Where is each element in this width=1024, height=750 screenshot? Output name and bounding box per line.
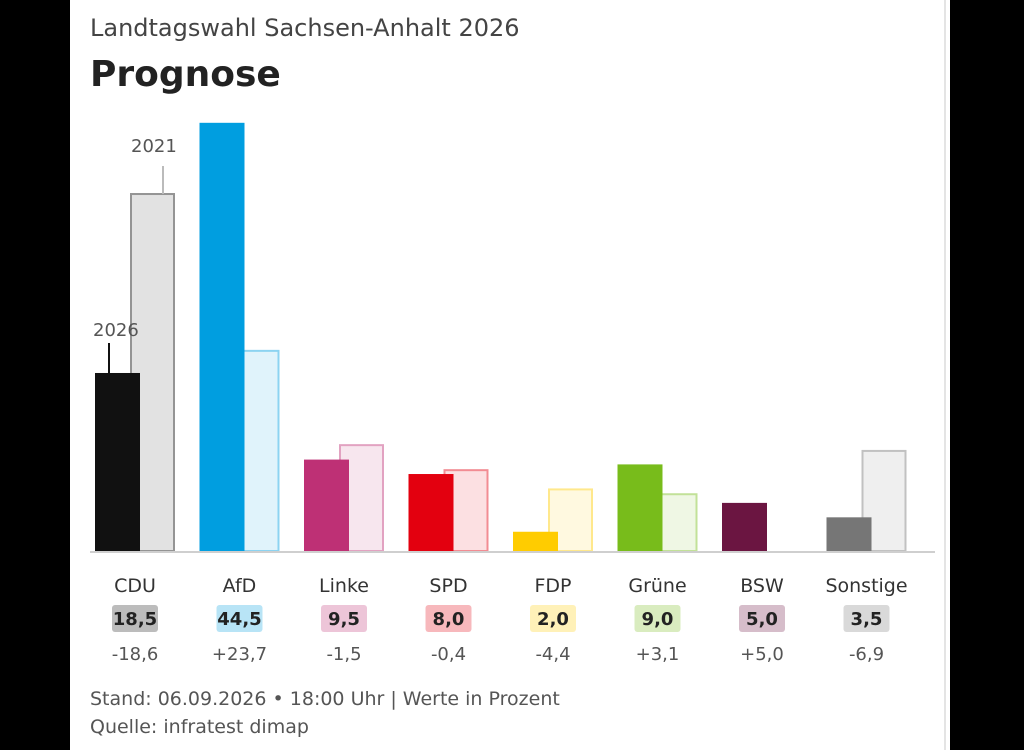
chart-subtitle: Landtagswahl Sachsen-Anhalt 2026: [90, 14, 520, 42]
chart-title: Prognose: [90, 54, 281, 95]
value-label-fdp: 2,0: [537, 609, 569, 630]
value-badge-sonstige: [843, 605, 890, 632]
party-label-bsw: BSW: [740, 575, 784, 597]
bar-2026-afd: [199, 122, 245, 552]
value-badge-spd: [425, 605, 472, 632]
card-edge: [944, 0, 946, 750]
diff-label-fdp: -4,4: [535, 644, 570, 665]
party-label-cdu: CDU: [114, 575, 156, 597]
annotation-2026: 2026: [93, 320, 139, 341]
bar-2026-bsw: [722, 502, 767, 551]
bar-chart: CDU 18,5 -18,6 AfD 44,5 +23,7 Linke 9,5 -1,5 SPD 8…: [90, 122, 935, 665]
value-label-bsw: 5,0: [746, 609, 778, 630]
diff-label-bsw: +5,0: [740, 644, 784, 665]
bar-2026-cdu: [95, 372, 140, 551]
bar-2026-sonstige: [826, 517, 872, 551]
diff-label-grüne: +3,1: [636, 644, 680, 665]
value-badge-cdu: [112, 605, 158, 632]
value-label-grüne: 9,0: [642, 609, 674, 630]
diff-label-afd: +23,7: [212, 644, 267, 665]
bar-2026-spd: [408, 474, 454, 551]
value-badge-fdp: [530, 605, 576, 632]
bar-2026-linke: [304, 459, 349, 551]
footer-stand: Stand: 06.09.2026 • 18:00 Uhr | Werte in…: [90, 688, 560, 710]
value-badge-afd: [216, 605, 263, 632]
value-badge-bsw: [739, 605, 785, 632]
diff-label-linke: -1,5: [326, 644, 361, 665]
party-label-grüne: Grüne: [628, 575, 686, 597]
chart-card: Landtagswahl Sachsen-Anhalt 2026 Prognos…: [70, 0, 950, 750]
bar-2026-grüne: [617, 464, 663, 551]
value-badge-linke: [321, 605, 367, 632]
diff-label-spd: -0,4: [431, 644, 466, 665]
value-badge-grüne: [634, 605, 681, 632]
value-label-spd: 8,0: [433, 609, 465, 630]
value-label-linke: 9,5: [328, 609, 360, 630]
annotation-2021: 2021: [131, 136, 177, 157]
party-label-sonstige: Sonstige: [825, 575, 907, 597]
party-label-spd: SPD: [429, 575, 467, 597]
party-label-linke: Linke: [319, 575, 369, 597]
value-label-sonstige: 3,5: [851, 609, 883, 630]
value-label-cdu: 18,5: [113, 609, 157, 630]
diff-label-sonstige: -6,9: [849, 644, 884, 665]
party-label-afd: AfD: [223, 575, 257, 597]
footer-source: Quelle: infratest dimap: [90, 716, 309, 738]
party-label-fdp: FDP: [534, 575, 571, 597]
bar-2026-fdp: [513, 531, 558, 551]
diff-label-cdu: -18,6: [112, 644, 159, 665]
value-label-afd: 44,5: [217, 609, 261, 630]
